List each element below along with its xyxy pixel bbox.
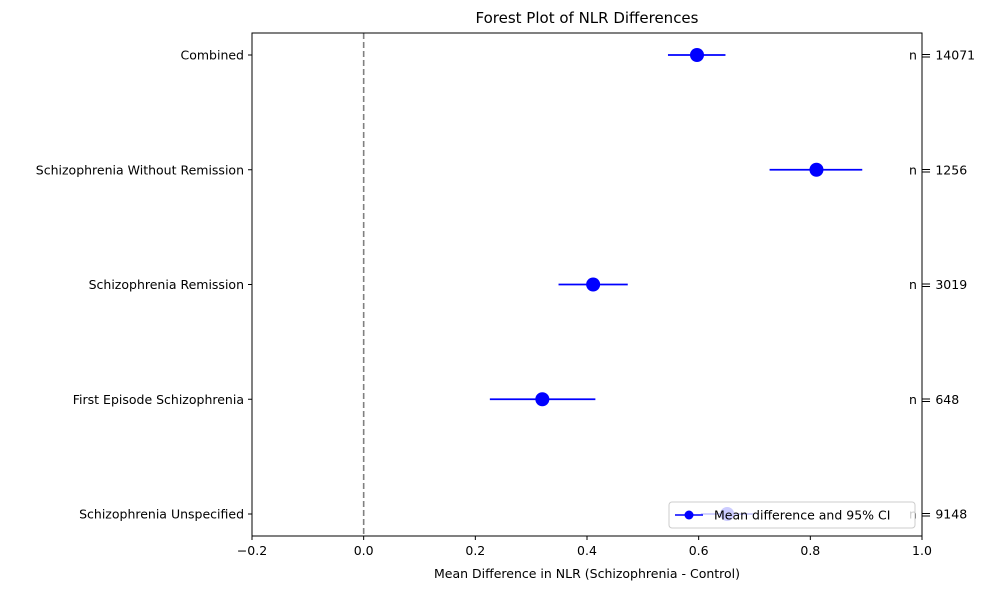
- legend-label: Mean difference and 95% CI: [714, 508, 890, 523]
- mean-point: [809, 162, 824, 177]
- mean-point: [586, 277, 601, 292]
- x-tick-label: 0.4: [577, 543, 597, 558]
- x-axis-label: Mean Difference in NLR (Schizophrenia - …: [434, 566, 740, 581]
- mean-point: [689, 48, 704, 62]
- sample-size-label: n = 9148: [909, 507, 967, 522]
- x-tick-label: 0.6: [689, 543, 709, 558]
- legend: Mean difference and 95% CI: [668, 501, 916, 529]
- mean-point: [535, 392, 550, 407]
- x-tick-label: 0.8: [800, 543, 820, 558]
- sample-size-label: n = 648: [909, 392, 959, 407]
- x-tick-label: 0.0: [354, 543, 374, 558]
- plot-frame: [251, 32, 923, 537]
- sample-size-label: n = 1256: [909, 162, 967, 177]
- y-tick-label: Combined: [180, 48, 244, 63]
- y-tick-label: Schizophrenia Unspecified: [79, 507, 244, 522]
- x-tick-label: −0.2: [237, 543, 267, 558]
- legend-point-marker: [684, 510, 694, 520]
- x-axis-ticks: −0.2 0.0 0.2 0.4 0.6 0.8 1.0: [237, 536, 932, 558]
- y-axis-ticks: Combined Schizophrenia Without Remission S…: [36, 48, 252, 522]
- chart-title: Forest Plot of NLR Differences: [476, 9, 699, 27]
- y-tick-label: Schizophrenia Remission: [89, 277, 244, 292]
- x-tick-label: 1.0: [912, 543, 932, 558]
- sample-size-label: n = 14071: [909, 48, 975, 63]
- y-tick-label: Schizophrenia Without Remission: [36, 162, 244, 177]
- legend-box: [668, 501, 916, 529]
- x-tick-label: 0.2: [465, 543, 485, 558]
- sample-size-label: n = 3019: [909, 277, 967, 292]
- y-tick-label: First Episode Schizophrenia: [73, 392, 244, 407]
